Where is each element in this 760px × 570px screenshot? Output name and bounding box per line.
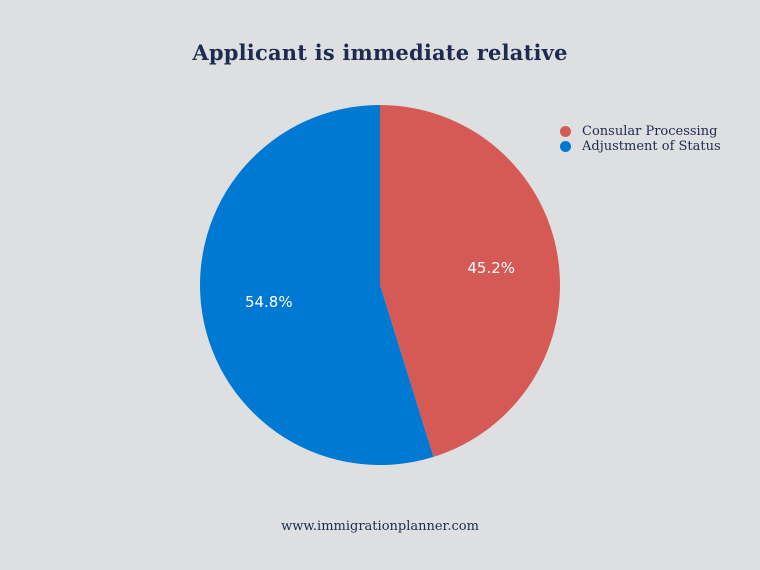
- pie-label-adjustment-of-status: 54.8%: [245, 293, 293, 311]
- footer-url[interactable]: www.immigrationplanner.com: [281, 519, 479, 534]
- pie-slice-adjustment-of-status: [200, 105, 434, 465]
- legend-label-consular-processing: Consular Processing: [582, 124, 718, 139]
- legend-item-adjustment-of-status: Adjustment of Status: [560, 139, 721, 154]
- pie-slice-consular-processing: [380, 105, 561, 457]
- chart-legend: Consular Processing Adjustment of Status: [560, 124, 721, 154]
- chart-title: Applicant is immediate relative: [192, 40, 568, 65]
- pie-label-consular-processing: 45.2%: [467, 259, 515, 277]
- legend-item-consular-processing: Consular Processing: [560, 124, 721, 139]
- legend-label-adjustment-of-status: Adjustment of Status: [582, 139, 721, 154]
- legend-swatch-consular-processing: [560, 126, 571, 137]
- legend-swatch-adjustment-of-status: [560, 141, 571, 152]
